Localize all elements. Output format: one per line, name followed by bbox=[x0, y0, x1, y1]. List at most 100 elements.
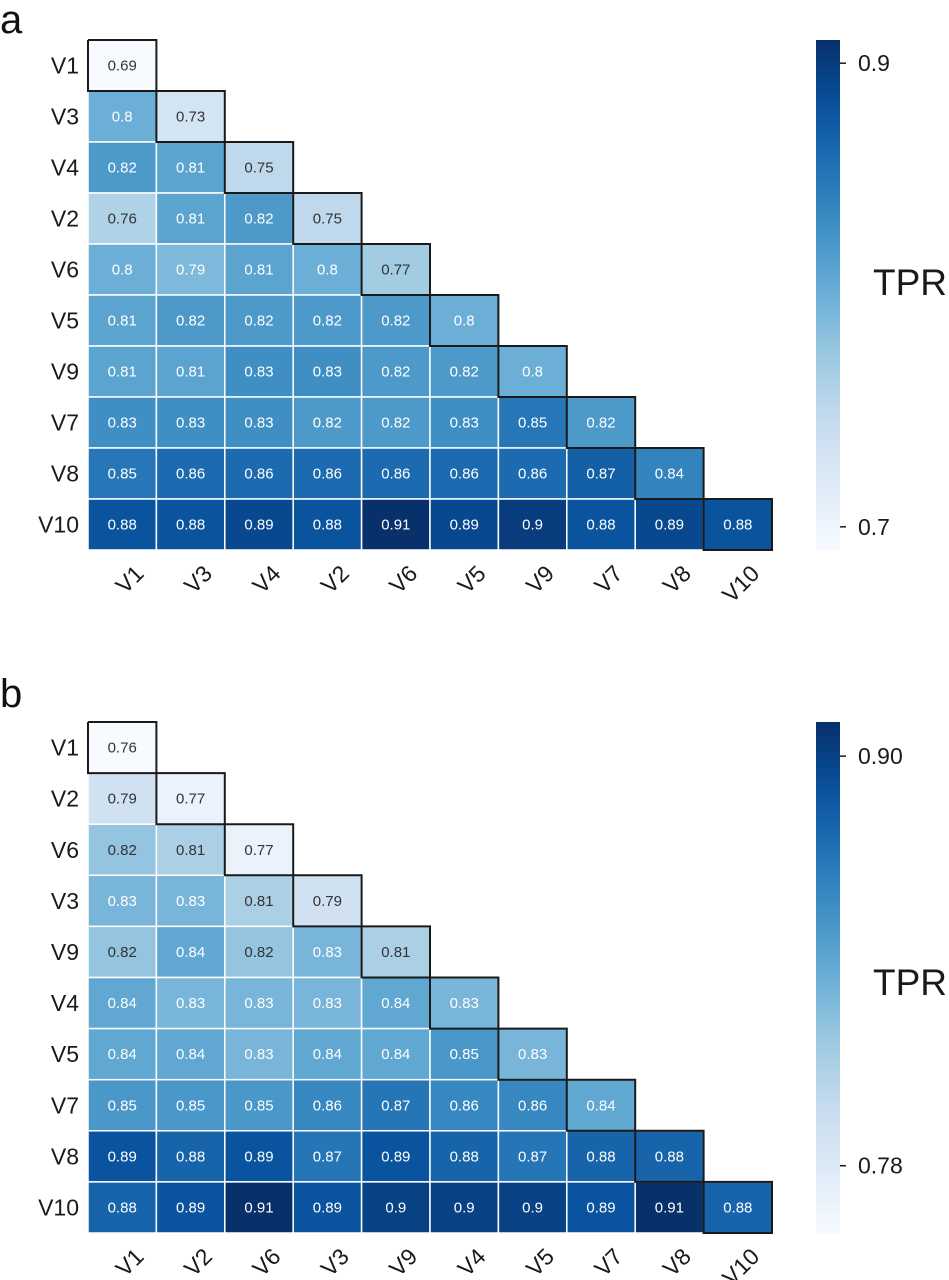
cell-value-label: 0.73 bbox=[176, 109, 205, 126]
cell-value-label: 0.88 bbox=[108, 1199, 137, 1216]
y-tick-label: V8 bbox=[51, 461, 79, 487]
heatmap-cell bbox=[429, 498, 500, 551]
cell-value-label: 0.88 bbox=[586, 1148, 615, 1165]
cell-value-label: 0.86 bbox=[518, 1097, 547, 1114]
cell-value-label: 0.91 bbox=[381, 517, 410, 534]
cell-value-label: 0.84 bbox=[108, 1046, 137, 1063]
y-tick-label: V8 bbox=[51, 1143, 79, 1169]
heatmap-cell bbox=[292, 345, 363, 398]
cell-value-label: 0.82 bbox=[244, 211, 273, 228]
heatmap-cell bbox=[87, 192, 158, 245]
heatmap-cell bbox=[224, 1130, 294, 1183]
heatmap-cell bbox=[155, 192, 226, 245]
cell-value-label: 0.83 bbox=[450, 995, 479, 1012]
heatmap-cell bbox=[292, 243, 363, 296]
cell-value-label: 0.85 bbox=[176, 1097, 205, 1114]
heatmap-cell bbox=[155, 1078, 226, 1132]
cell-value-label: 0.79 bbox=[108, 791, 137, 808]
y-tick-label: V4 bbox=[51, 990, 79, 1016]
cell-value-label: 0.82 bbox=[381, 364, 410, 381]
cell-value-label: 0.88 bbox=[176, 517, 205, 534]
cell-value-label: 0.83 bbox=[244, 995, 273, 1012]
cell-value-label: 0.8 bbox=[112, 262, 133, 279]
cell-value-label: 0.84 bbox=[586, 1097, 615, 1114]
colorbar bbox=[816, 722, 840, 1234]
heatmap-cell bbox=[155, 447, 226, 500]
heatmap-cell bbox=[634, 498, 705, 551]
cell-value-label: 0.82 bbox=[244, 313, 273, 330]
x-tick-label: V4 bbox=[247, 560, 285, 598]
y-tick-label: V1 bbox=[51, 53, 79, 79]
cell-value-label: 0.89 bbox=[450, 517, 479, 534]
cell-value-label: 0.82 bbox=[108, 944, 137, 961]
x-tick-label: V1 bbox=[110, 560, 148, 598]
cell-value-label: 0.89 bbox=[655, 517, 684, 534]
cell-value-label: 0.87 bbox=[518, 1148, 547, 1165]
diagonal-outline bbox=[87, 721, 773, 1234]
cell-value-label: 0.8 bbox=[112, 109, 133, 126]
y-tick-label: V5 bbox=[51, 308, 79, 334]
heatmap-cell bbox=[566, 447, 636, 500]
heatmap-cell bbox=[360, 243, 431, 296]
cell-value-label: 0.9 bbox=[522, 517, 543, 534]
heatmap-cell bbox=[155, 925, 226, 979]
cell-value-label: 0.83 bbox=[244, 1046, 273, 1063]
heatmap-cell bbox=[292, 1078, 363, 1132]
panel-letter: b bbox=[0, 672, 23, 716]
cell-value-label: 0.79 bbox=[313, 893, 342, 910]
cell-value-label: 0.83 bbox=[176, 415, 205, 432]
cell-value-label: 0.84 bbox=[381, 995, 410, 1012]
cell-value-label: 0.81 bbox=[108, 364, 137, 381]
colorbar-label: TPR bbox=[873, 962, 947, 1003]
y-tick-label: V7 bbox=[51, 410, 79, 436]
cell-value-label: 0.81 bbox=[108, 313, 137, 330]
x-tick-label: V2 bbox=[316, 560, 354, 598]
heatmap-cell bbox=[87, 823, 158, 877]
heatmap-panel-a: a 0.69 0.8 0.73 0.82 0.81 0.75 0.76 0.81 0.82 0.7… bbox=[0, 0, 947, 607]
y-tick-label: V3 bbox=[51, 104, 79, 130]
heatmap-cell bbox=[566, 1181, 636, 1234]
heatmap-cell bbox=[224, 925, 294, 979]
cell-value-label: 0.86 bbox=[244, 466, 273, 483]
heatmap-cell bbox=[224, 498, 294, 551]
x-tick-label: V10 bbox=[717, 1243, 764, 1280]
heatmap-cell bbox=[224, 1027, 294, 1081]
heatmap-cell bbox=[155, 1181, 226, 1234]
cell-value-label: 0.9 bbox=[522, 1199, 543, 1216]
y-tick-label: V10 bbox=[38, 1194, 79, 1220]
cell-value-label: 0.87 bbox=[381, 1097, 410, 1114]
cell-value-label: 0.84 bbox=[176, 1046, 205, 1063]
heatmap-cell bbox=[292, 1181, 363, 1234]
cell-value-label: 0.81 bbox=[381, 944, 410, 961]
heatmap-cell bbox=[224, 243, 294, 296]
x-tick-label: V9 bbox=[521, 560, 559, 598]
cell-value-label: 0.81 bbox=[176, 211, 205, 228]
cell-value-label: 0.69 bbox=[108, 58, 137, 75]
heatmap-chart-a: 0.69 0.8 0.73 0.82 0.81 0.75 0.76 0.81 0.82 0.75 0… bbox=[38, 39, 947, 607]
colorbar-tick-label: 0.90 bbox=[858, 743, 903, 769]
cell-value-label: 0.83 bbox=[108, 893, 137, 910]
cell-value-label: 0.83 bbox=[244, 415, 273, 432]
colorbar-tick-label: 0.78 bbox=[858, 1153, 903, 1179]
heatmap-cell bbox=[429, 396, 500, 449]
cell-value-label: 0.77 bbox=[176, 791, 205, 808]
cell-value-label: 0.86 bbox=[450, 466, 479, 483]
cell-value-label: 0.89 bbox=[381, 1148, 410, 1165]
cell-value-label: 0.8 bbox=[317, 262, 338, 279]
x-tick-label: V6 bbox=[384, 560, 422, 598]
cell-value-label: 0.81 bbox=[176, 160, 205, 177]
heatmap-cell bbox=[224, 141, 294, 194]
x-tick-label: V8 bbox=[658, 1243, 696, 1280]
cell-value-label: 0.79 bbox=[176, 262, 205, 279]
cell-value-label: 0.82 bbox=[313, 415, 342, 432]
heatmap-cell bbox=[87, 447, 158, 500]
cell-value-label: 0.89 bbox=[176, 1199, 205, 1216]
cell-value-label: 0.82 bbox=[244, 944, 273, 961]
heatmap-cell bbox=[87, 243, 158, 296]
heatmap-cell bbox=[360, 396, 431, 449]
heatmap-cell bbox=[497, 447, 568, 500]
heatmap-cell bbox=[497, 498, 568, 551]
heatmap-cell bbox=[87, 396, 158, 449]
heatmap-panel-b: b 0.76 0.79 0.77 0.82 0.81 0.77 0.83 0.83 0.81 0.… bbox=[0, 640, 949, 1280]
cell-value-label: 0.88 bbox=[108, 517, 137, 534]
